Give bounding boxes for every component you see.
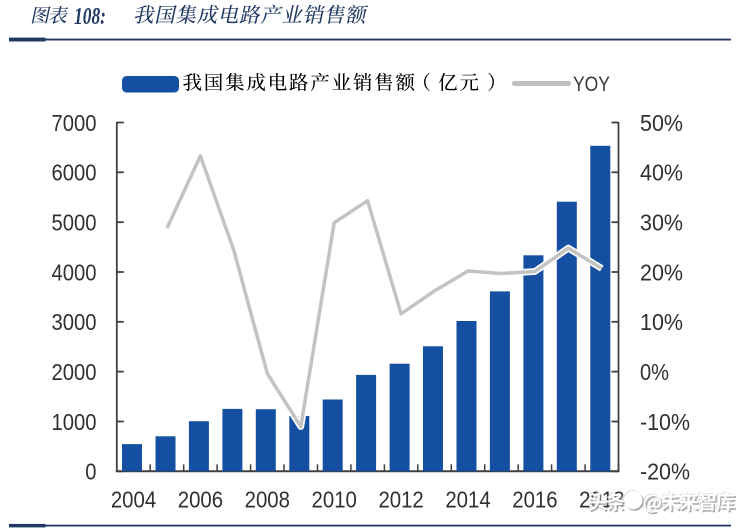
svg-text:2000: 2000 [52,359,97,385]
svg-text:-10%: -10% [640,409,690,435]
svg-text:2008: 2008 [245,487,290,513]
svg-text:108:: 108: [74,4,106,30]
svg-text:3000: 3000 [52,309,97,335]
svg-text:-20%: -20% [640,459,690,485]
svg-text:2010: 2010 [312,487,357,513]
svg-text:2012: 2012 [378,487,423,513]
svg-text:6000: 6000 [52,160,97,186]
svg-text:0%: 0% [640,359,669,385]
svg-text:1000: 1000 [52,409,97,435]
svg-text:0: 0 [85,459,96,485]
svg-text:20%: 20% [640,259,683,285]
svg-text:10%: 10% [640,309,683,335]
svg-text:4000: 4000 [52,259,97,285]
svg-text:7000: 7000 [52,110,97,136]
svg-text:30%: 30% [640,210,683,236]
svg-text:2006: 2006 [178,487,223,513]
svg-text:50%: 50% [640,110,683,136]
svg-text:5000: 5000 [52,210,97,236]
svg-text:2016: 2016 [512,487,557,513]
svg-text:2004: 2004 [111,487,156,513]
svg-text:2014: 2014 [445,487,490,513]
svg-text:YOY: YOY [573,73,610,96]
svg-text:40%: 40% [640,160,683,186]
